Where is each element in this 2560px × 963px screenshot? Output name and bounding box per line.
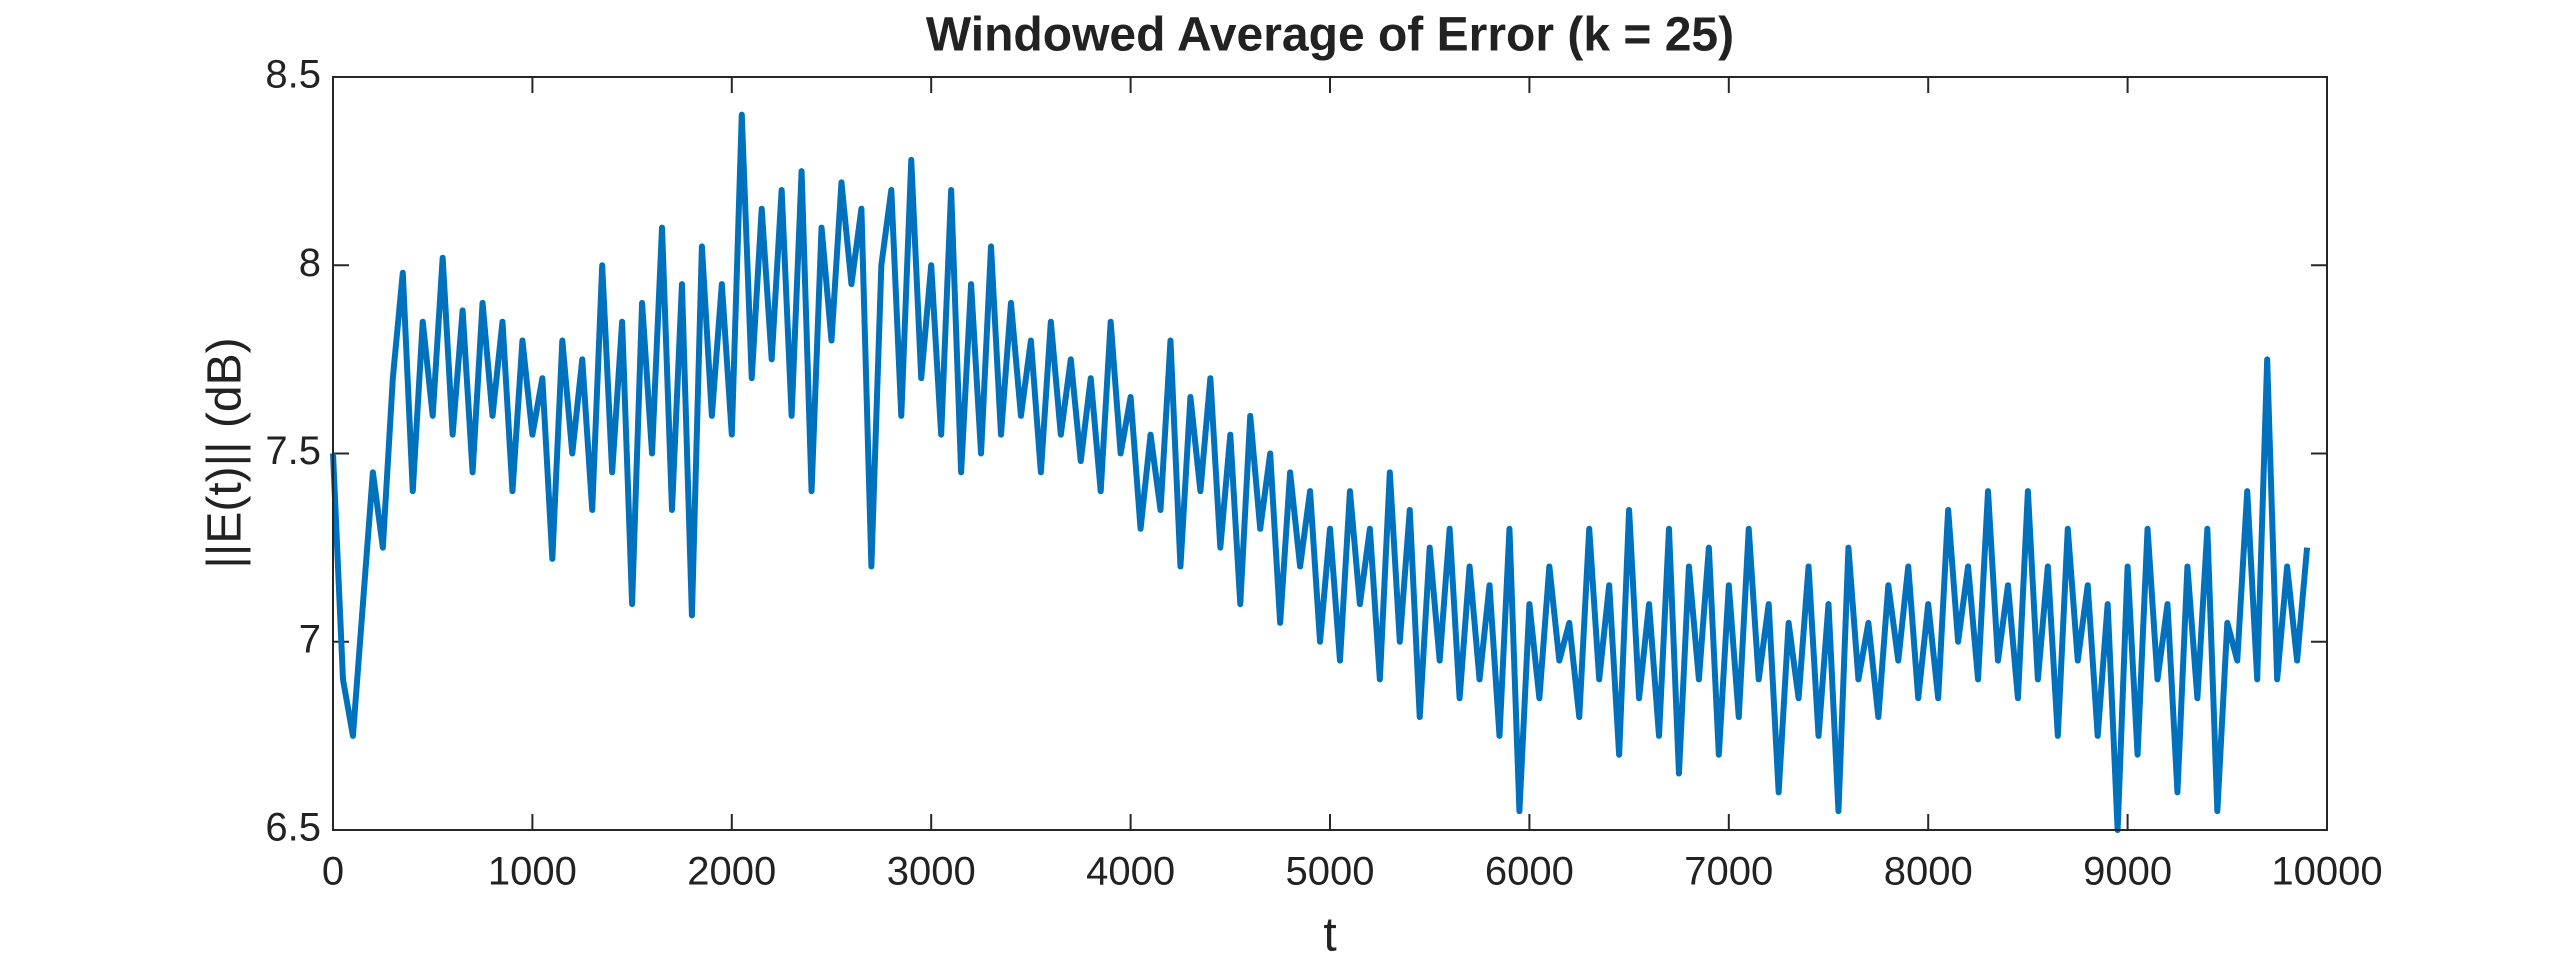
y-tick-label: 6.5 xyxy=(265,806,321,850)
x-tick-label: 9000 xyxy=(2083,850,2172,894)
x-tick-label: 3000 xyxy=(887,850,976,894)
y-tick-label: 8 xyxy=(299,241,321,285)
x-tick-label: 7000 xyxy=(1684,850,1773,894)
x-tick-label: 8000 xyxy=(1884,850,1973,894)
x-tick-label: 6000 xyxy=(1485,850,1574,894)
x-tick-label: 1000 xyxy=(488,850,577,894)
chart-title: Windowed Average of Error (k = 25) xyxy=(926,9,1734,62)
x-tick-label: 0 xyxy=(322,850,344,894)
axes-box xyxy=(332,76,2328,831)
y-tick-label: 8.5 xyxy=(265,53,321,97)
data-line xyxy=(330,111,2311,833)
y-tick-label: 7 xyxy=(299,617,321,661)
y-axis-label: ||E(t)|| (dB) xyxy=(199,337,252,568)
plot-area xyxy=(333,77,2327,830)
y-tick-label: 7.5 xyxy=(265,429,321,473)
x-tick-label: 5000 xyxy=(1286,850,1375,894)
x-tick-label: 2000 xyxy=(687,850,776,894)
x-tick-label: 10000 xyxy=(2271,850,2382,894)
x-tick-label: 4000 xyxy=(1086,850,1175,894)
x-axis-label: t xyxy=(1323,909,1336,962)
